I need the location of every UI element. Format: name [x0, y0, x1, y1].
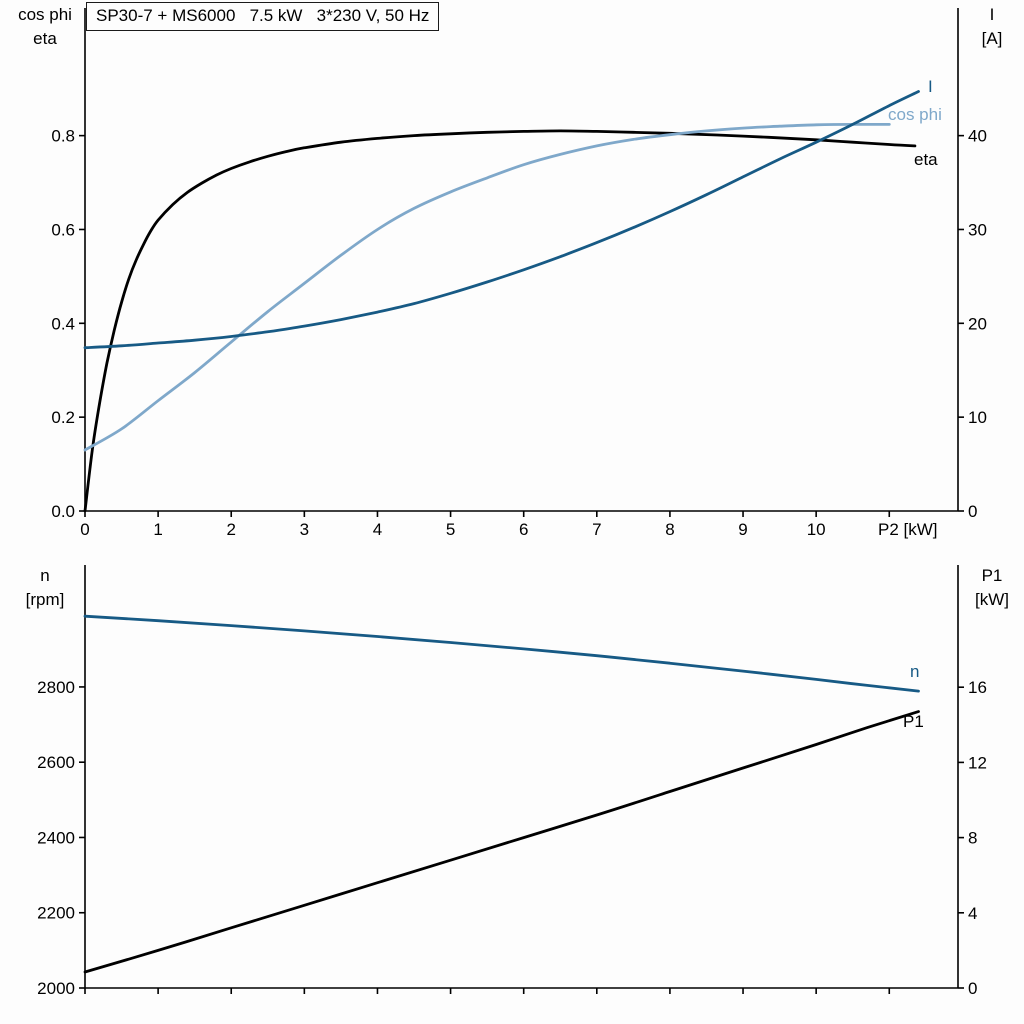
svg-text:30: 30	[968, 220, 987, 239]
curve-label-cos-phi: cos phi	[888, 105, 942, 124]
curve-label-eta: eta	[914, 150, 938, 169]
svg-text:4: 4	[373, 520, 382, 539]
svg-text:8: 8	[665, 520, 674, 539]
svg-text:2800: 2800	[37, 678, 75, 697]
svg-text:0.0: 0.0	[51, 502, 75, 521]
bottom-right-axis-title-p1: P1	[981, 566, 1003, 585]
svg-text:4: 4	[968, 904, 977, 923]
svg-text:16: 16	[968, 678, 987, 697]
bottom-left-axis-title-rpm: [rpm]	[25, 590, 65, 609]
svg-text:9: 9	[738, 520, 747, 539]
svg-text:7: 7	[592, 520, 601, 539]
curve-label-current: I	[928, 77, 933, 96]
svg-text:2400: 2400	[37, 828, 75, 847]
svg-text:20: 20	[968, 314, 987, 333]
svg-text:0.6: 0.6	[51, 220, 75, 239]
svg-text:10: 10	[807, 520, 826, 539]
top-right-axis-title-I: I	[989, 5, 995, 24]
svg-text:40: 40	[968, 127, 987, 146]
top-right-axis-title-A: [A]	[981, 29, 1003, 48]
svg-text:2200: 2200	[37, 904, 75, 923]
svg-text:0: 0	[968, 502, 977, 521]
curve-label-speed: n	[910, 662, 920, 681]
svg-text:10: 10	[968, 408, 987, 427]
svg-text:0: 0	[968, 979, 977, 998]
svg-text:2000: 2000	[37, 979, 75, 998]
top-left-axis-title-cos-phi: cos phi	[18, 5, 72, 24]
top-left-axis-title-eta: eta	[33, 29, 57, 48]
bottom-right-axis-title-kw: [kW]	[975, 590, 1009, 609]
svg-text:8: 8	[968, 829, 977, 848]
svg-text:2: 2	[226, 520, 235, 539]
svg-text:5: 5	[446, 520, 455, 539]
chart-title-box: SP30-7 + MS6000 7.5 kW 3*230 V, 50 Hz	[86, 2, 440, 31]
svg-text:0.2: 0.2	[51, 408, 75, 427]
bottom-left-axis-title-n: n	[40, 566, 50, 585]
svg-text:3: 3	[300, 520, 309, 539]
svg-text:1: 1	[153, 520, 162, 539]
x-axis-title-p2: P2 [kW]	[878, 520, 938, 539]
svg-text:12: 12	[968, 753, 987, 772]
svg-text:0.8: 0.8	[51, 127, 75, 146]
svg-text:2600: 2600	[37, 753, 75, 772]
svg-text:0: 0	[80, 520, 89, 539]
svg-text:0.4: 0.4	[51, 314, 75, 333]
svg-text:6: 6	[519, 520, 528, 539]
curve-label-p1: P1	[903, 712, 924, 731]
